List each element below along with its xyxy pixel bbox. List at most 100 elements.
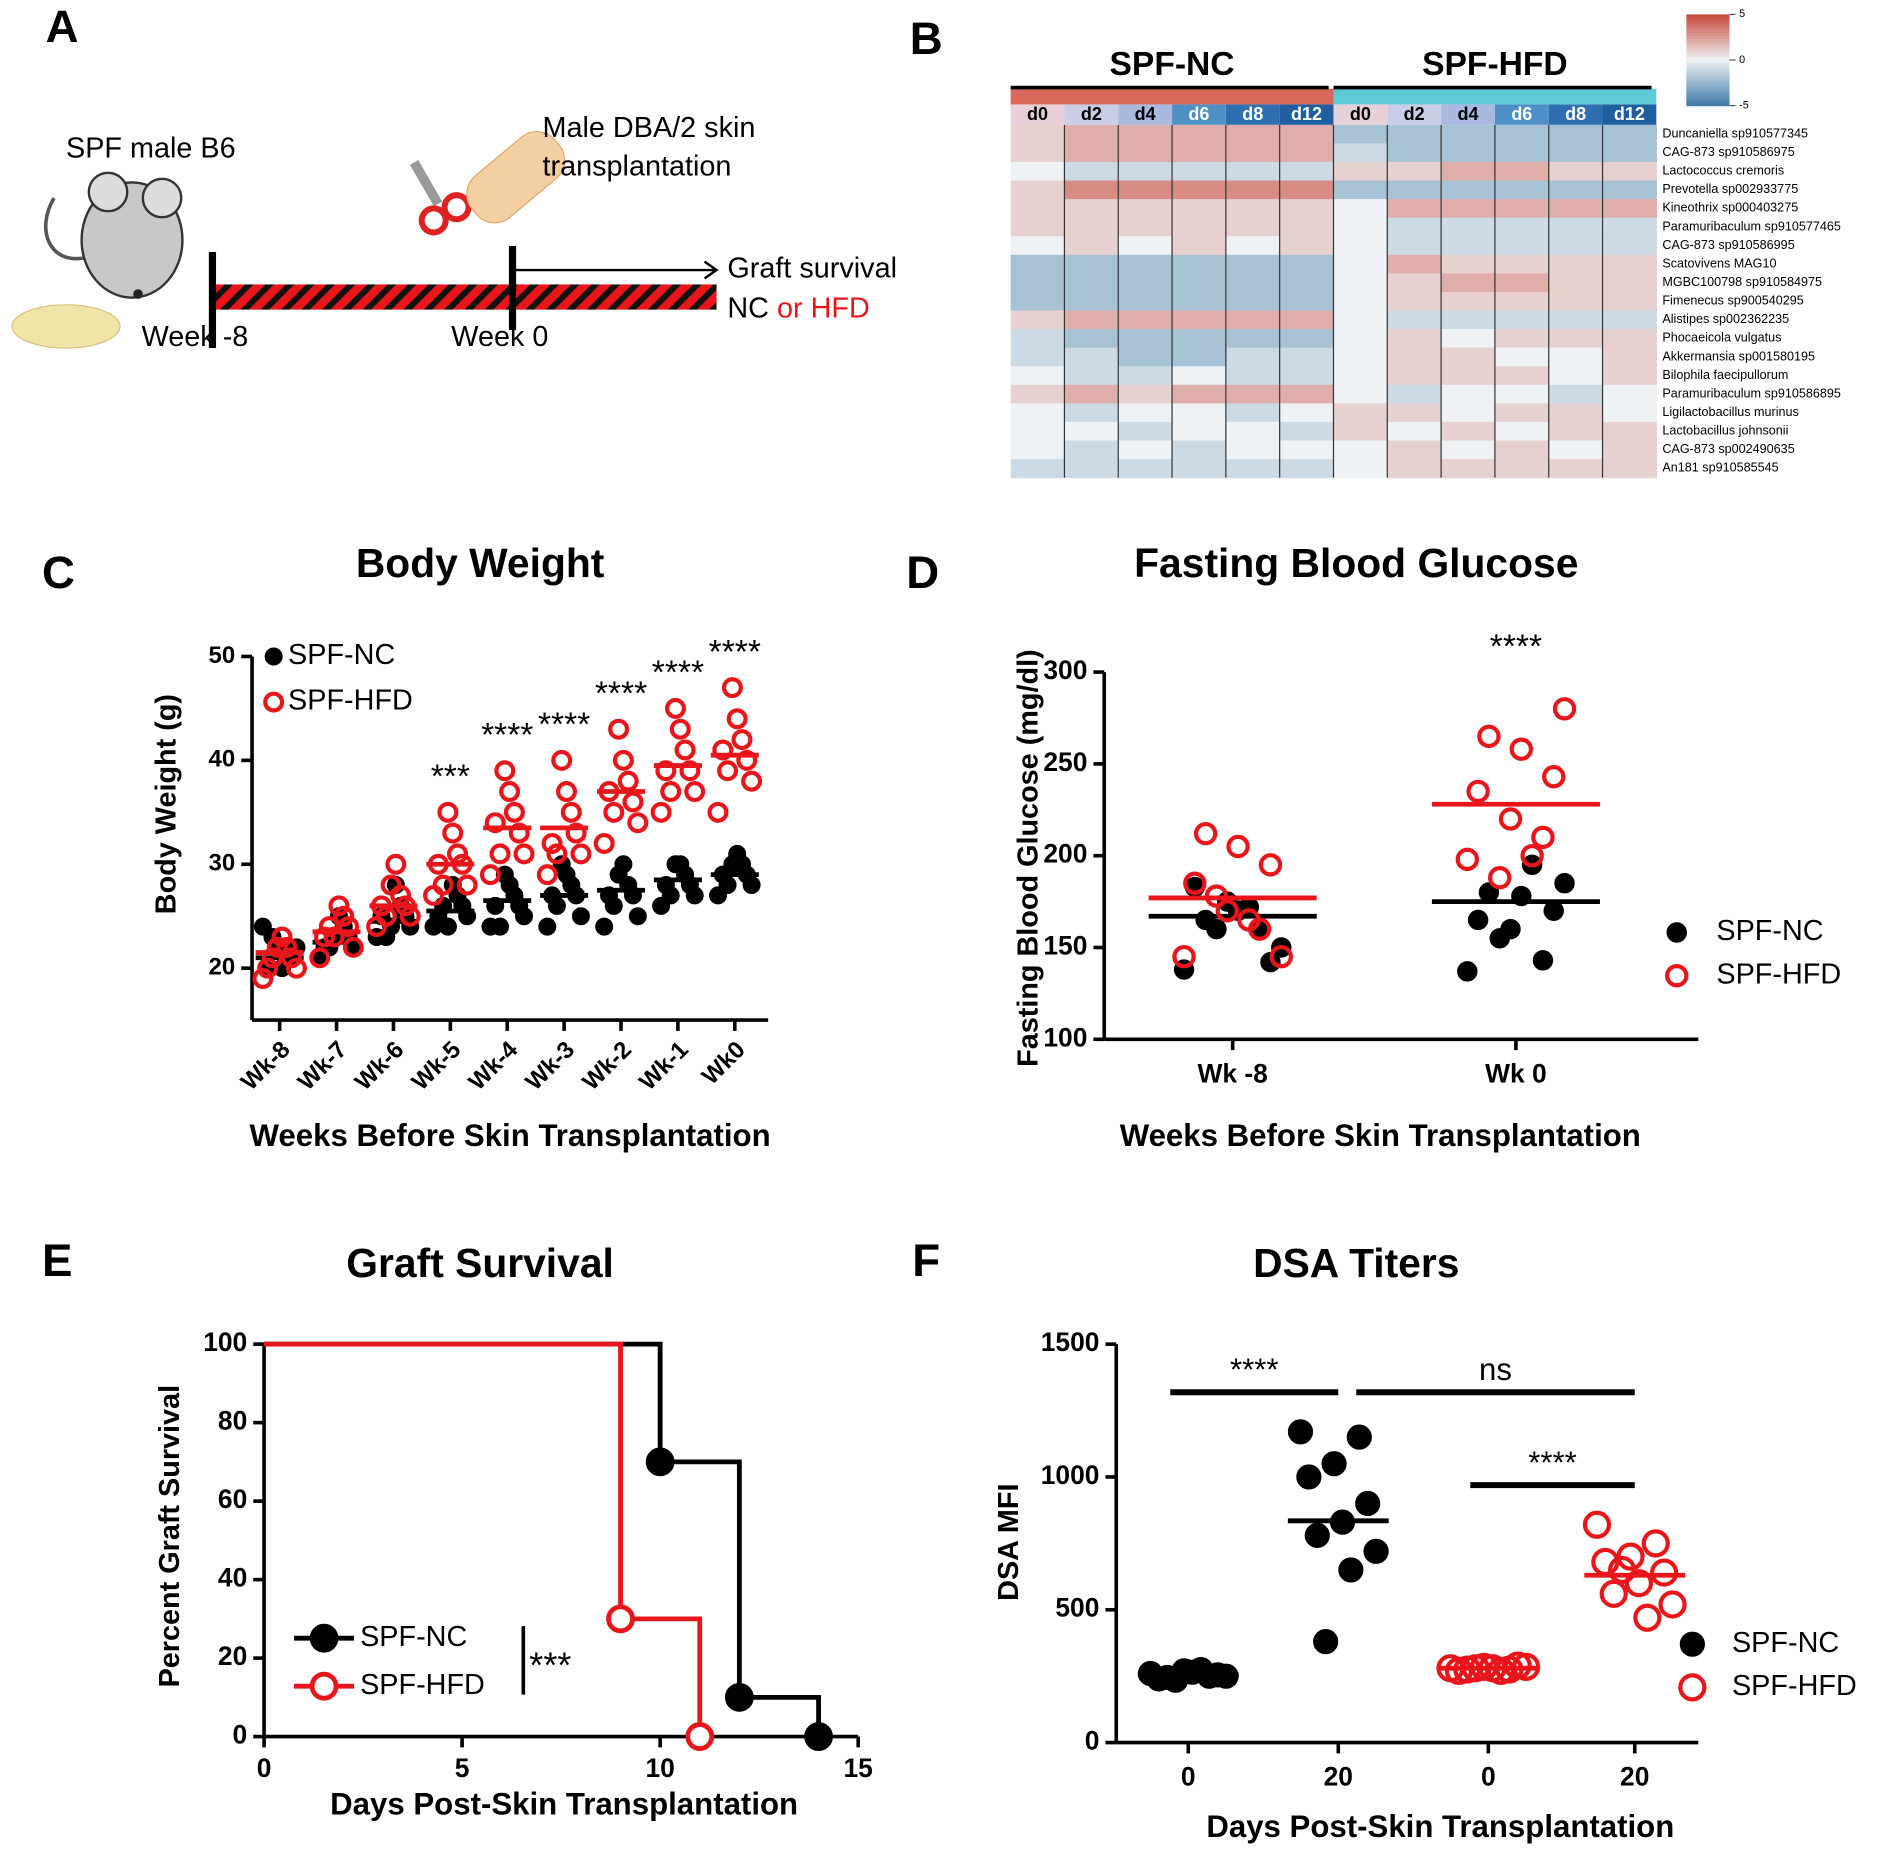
data-point: [1466, 779, 1490, 804]
data-point: [1650, 1558, 1679, 1587]
heatmap-cell: [1064, 143, 1119, 163]
row-label: Phocaeicola vulgatus: [1662, 331, 1781, 345]
data-point: [489, 843, 511, 865]
heatmap-cell: [1548, 180, 1604, 200]
data-point: [1633, 1603, 1662, 1632]
heatmap-cell: [1118, 421, 1173, 442]
chart-title: Body Weight: [356, 540, 605, 586]
heatmap-cell: [1441, 366, 1496, 386]
colorbar-step: [1686, 56, 1730, 61]
heatmap-cell: [1064, 347, 1119, 367]
legend-label: SPF-HFD: [360, 1669, 485, 1701]
heatmap-cell: [1279, 143, 1335, 163]
colorbar-step: [1686, 26, 1730, 31]
heatmap-cell: [1602, 180, 1657, 200]
data-point: [1206, 918, 1227, 940]
data-point: [323, 926, 345, 948]
row-label: CAG-873 sp910586995: [1662, 238, 1794, 252]
heatmap-cell: [1225, 440, 1281, 460]
group-bar: [1010, 88, 1334, 105]
censor-marker: [724, 1682, 754, 1712]
column-label: d0: [1350, 104, 1371, 124]
heatmap-cell: [1333, 403, 1388, 423]
x-tick-label: Wk-3: [520, 1036, 580, 1096]
column-band: [1602, 104, 1657, 125]
heatmap-cell: [1010, 329, 1066, 349]
y-tick-label: 100: [1043, 1022, 1087, 1052]
data-point: [1520, 843, 1544, 868]
colorbar-step: [1686, 32, 1730, 37]
heatmap-cell: [1602, 124, 1657, 144]
diagram: SPF male B6 Male DBA/2 skin transplantat…: [11, 112, 897, 353]
heatmap-cell: [1441, 124, 1496, 144]
data-point: [595, 917, 614, 936]
data-point: [1163, 1667, 1189, 1693]
row-label: MGBC100798 sp910584975: [1662, 275, 1822, 289]
heatmap-cell: [1494, 236, 1550, 256]
heatmap-cell: [1548, 384, 1604, 404]
heatmap-cell: [1010, 217, 1066, 237]
annotation: ***: [529, 1645, 571, 1686]
panel-label: E: [42, 1235, 72, 1286]
data-point: [1183, 871, 1207, 895]
row-label: Lactococcus cremoris: [1662, 164, 1784, 178]
column-band: [1118, 104, 1173, 125]
heatmap-cell: [1172, 366, 1227, 386]
heatmap-cell: [1010, 384, 1066, 404]
heatmap-cell: [1064, 217, 1119, 237]
heatmap-cell: [1333, 329, 1388, 349]
data-point: [1543, 900, 1564, 921]
heatmap-cell: [1333, 347, 1388, 367]
diet-hfd: HFD: [811, 292, 870, 324]
mouse-label: SPF male B6: [66, 133, 236, 165]
heatmap-cell: [1441, 459, 1496, 479]
chart-title: Fasting Blood Glucose: [1134, 540, 1578, 586]
heatmap-cell: [1441, 403, 1496, 423]
mouse-ear: [87, 171, 129, 213]
data-point: [612, 749, 634, 771]
y-tick-label: 60: [218, 1484, 247, 1514]
column-label: d0: [1027, 104, 1048, 124]
heatmap-cell: [1548, 254, 1604, 274]
heatmap-cell: [1118, 236, 1173, 256]
survival-line: [264, 1341, 821, 1737]
data-point: [628, 907, 647, 926]
heatmap-cell: [1494, 310, 1550, 330]
timeline: [212, 284, 717, 310]
column-band: [1494, 104, 1549, 125]
x-tick-label: 0: [1181, 1762, 1196, 1792]
y-tick-label: 1500: [1041, 1327, 1100, 1357]
x-axis-label: Days Post-Skin Transplantation: [1206, 1809, 1674, 1844]
diet: NC or HFD: [727, 292, 869, 324]
data-point: [1532, 950, 1554, 971]
data-point: [342, 936, 364, 958]
heatmap-cell: [1441, 440, 1496, 460]
heatmap-cell: [1602, 421, 1657, 442]
data-point: [479, 864, 501, 886]
heatmap-cell: [1279, 217, 1335, 237]
heatmap-cell: [1172, 347, 1227, 367]
heatmap-cell: [1494, 291, 1550, 312]
legend-marker: [263, 691, 285, 713]
row-label: Ligilactobacillus murinus: [1662, 405, 1799, 419]
column-band: [1333, 104, 1388, 125]
y-tick-label: 150: [1043, 930, 1087, 960]
data-point: [609, 865, 628, 884]
heatmap-cell: [1010, 291, 1066, 312]
heatmap-cell: [1494, 143, 1550, 163]
heatmap-cell: [1118, 124, 1173, 144]
colorbar-step: [1686, 81, 1730, 85]
row-label: An181 sp910585545: [1662, 461, 1778, 475]
y-tick-label: 80: [218, 1406, 247, 1436]
censor-marker: [685, 1722, 715, 1751]
significance: ****: [709, 634, 761, 671]
bracket-label: ****: [1528, 1445, 1577, 1480]
data-point: [1226, 834, 1250, 859]
row-label: Fimenecus sp900540295: [1662, 294, 1803, 308]
colorbar-step: [1686, 53, 1730, 58]
y-tick-label: 40: [209, 746, 236, 773]
heatmap-cell: [1172, 161, 1227, 182]
panel-label: B: [910, 13, 943, 64]
heatmap-cell: [1172, 180, 1227, 200]
